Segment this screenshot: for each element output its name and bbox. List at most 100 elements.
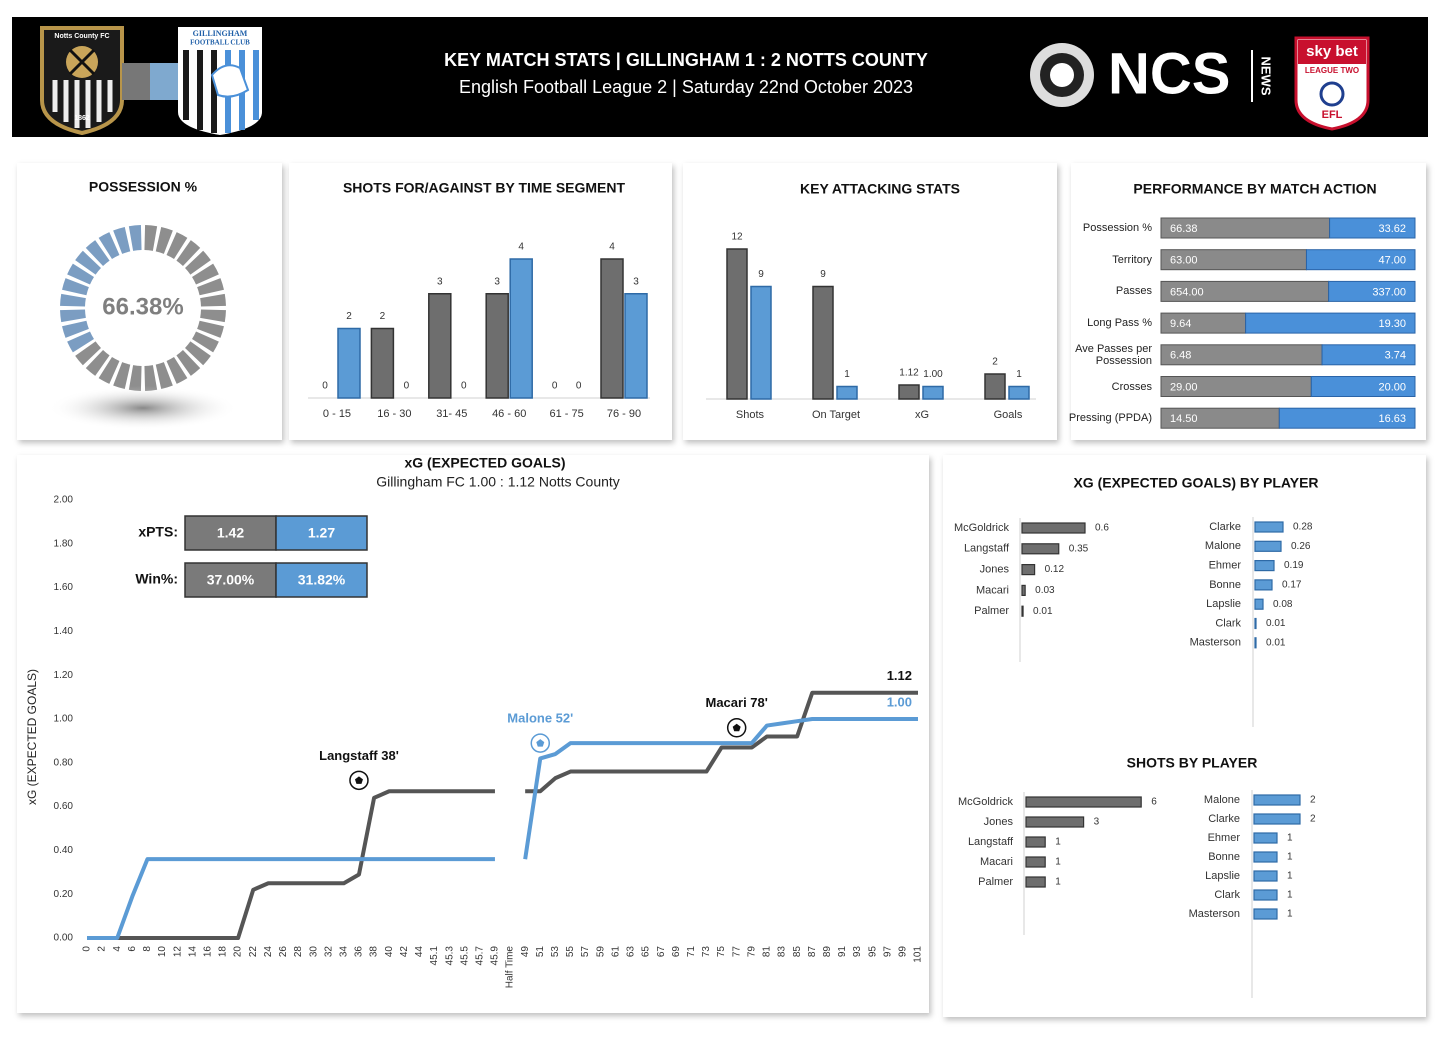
player-name: McGoldrick [958, 796, 1014, 808]
x-tick-label: Shots [736, 409, 765, 421]
y-tick-label: 0.80 [54, 757, 74, 768]
donut-segment [185, 250, 211, 275]
bar [1329, 217, 1416, 239]
player-name: Jones [984, 816, 1014, 828]
chart-title: KEY ATTACKING STATS [800, 181, 960, 197]
value-label: 3 [633, 276, 639, 287]
value-label: 1 [1055, 837, 1061, 848]
bar [1328, 280, 1416, 302]
player-name: Lapslie [1206, 598, 1241, 610]
row-label: Territory [1112, 253, 1152, 266]
bar [1021, 563, 1036, 576]
value-label: 6 [1151, 797, 1157, 808]
value-label: 1 [1016, 369, 1022, 380]
value-label: 0.26 [1291, 541, 1311, 552]
value-label: 2 [380, 311, 386, 322]
x-tick-label: 32 [323, 946, 334, 958]
connector [122, 63, 150, 100]
x-tick-label: 57 [580, 946, 591, 958]
bar [370, 327, 395, 399]
value-label: 1.00 [923, 369, 943, 380]
chart-title: xG (EXPECTED GOALS) [404, 455, 565, 471]
bar [1253, 889, 1278, 901]
bar [1254, 579, 1273, 591]
bar [1025, 876, 1046, 888]
player-name: Langstaff [964, 543, 1010, 555]
row-label: Crosses [1111, 380, 1152, 393]
x-tick-label: 38 [369, 946, 380, 958]
x-tick-label: 26 [278, 946, 289, 958]
y-tick-label: 1.60 [54, 582, 74, 593]
value-label: 3 [494, 276, 500, 287]
logo-text: EFL [1322, 109, 1343, 121]
donut-segment [155, 227, 173, 254]
header-title: KEY MATCH STATS | GILLINGHAM 1 : 2 NOTTS… [444, 50, 928, 70]
header-subtitle: English Football League 2 | Saturday 22n… [459, 77, 913, 97]
x-tick-label: 31- 45 [436, 408, 467, 420]
x-tick-label: 20 [233, 946, 244, 958]
x-tick-label: Half Time [505, 946, 516, 989]
value-label: 2 [992, 357, 998, 368]
annotation: Macari 78' [706, 695, 768, 710]
row-label: Long Pass % [1087, 317, 1152, 330]
donut-segment [200, 293, 226, 307]
donut-segment [128, 365, 142, 391]
chart-title: SHOTS FOR/AGAINST BY TIME SEGMENT [343, 180, 626, 196]
donut-segment [176, 240, 201, 266]
value-label: 0.01 [1266, 637, 1286, 648]
player-name: Macari [976, 584, 1009, 596]
value-label: 654.00 [1170, 286, 1204, 298]
bar [337, 327, 361, 399]
donut-segment [62, 278, 89, 296]
player-name: Clark [1215, 617, 1241, 629]
x-tick-label: 0 - 15 [323, 408, 351, 420]
bar [1021, 584, 1026, 597]
value-label: 63.00 [1170, 255, 1198, 267]
chart-title: XG (EXPECTED GOALS) BY PLAYER [1073, 475, 1318, 491]
value-label: 0 [322, 381, 328, 392]
bar [898, 384, 920, 400]
value-label: 1 [1055, 857, 1061, 868]
value-label: 12 [731, 232, 743, 243]
donut-segment [62, 320, 89, 338]
summary-label: Win%: [135, 571, 178, 587]
value-label: 1 [1287, 871, 1293, 882]
player-name: Langstaff [968, 836, 1014, 848]
value-label: 29.00 [1170, 381, 1198, 393]
logo-text: FOOTBALL CLUB [190, 39, 250, 47]
value-label: 0.17 [1282, 580, 1302, 591]
x-tick-label: 0 [82, 946, 93, 952]
bar [1021, 522, 1086, 534]
chart-title: PERFORMANCE BY MATCH ACTION [1133, 181, 1376, 197]
value-label: 3 [437, 276, 443, 287]
summary-box [275, 562, 368, 598]
efl-logo: sky bet LEAGUE TWO EFL [1294, 36, 1370, 131]
ball-icon [536, 739, 545, 747]
x-tick-label: 10 [157, 946, 168, 958]
bar [1305, 249, 1416, 271]
x-tick-label: 45.3 [444, 946, 455, 966]
x-tick-label: 28 [293, 946, 304, 958]
x-tick-label: 91 [837, 946, 848, 958]
bar [1253, 908, 1278, 920]
bar [1254, 540, 1282, 552]
annotation: Malone 52' [507, 711, 573, 726]
value-label: 4 [518, 242, 524, 253]
value-label: 0.19 [1284, 560, 1304, 571]
x-tick-label: 45.9 [490, 946, 501, 966]
value-label: 9 [758, 269, 764, 280]
x-tick-label: 30 [308, 946, 319, 958]
y-tick-label: 0.20 [54, 889, 74, 900]
center-label: 66.38% [102, 293, 183, 320]
value-label: 0 [576, 381, 582, 392]
x-tick-label: 44 [414, 946, 425, 958]
bar [624, 293, 648, 399]
x-tick-label: 76 - 90 [607, 408, 641, 420]
row-label: Pressing (PPDA) [1068, 412, 1152, 425]
x-tick-label: 99 [898, 946, 909, 958]
donut-segment [60, 293, 86, 307]
value-label: 2 [1310, 795, 1316, 806]
player-name: Lapslie [1205, 870, 1240, 882]
gillingham-logo: GILLINGHAM FOOTBALL CLUB [178, 27, 262, 135]
